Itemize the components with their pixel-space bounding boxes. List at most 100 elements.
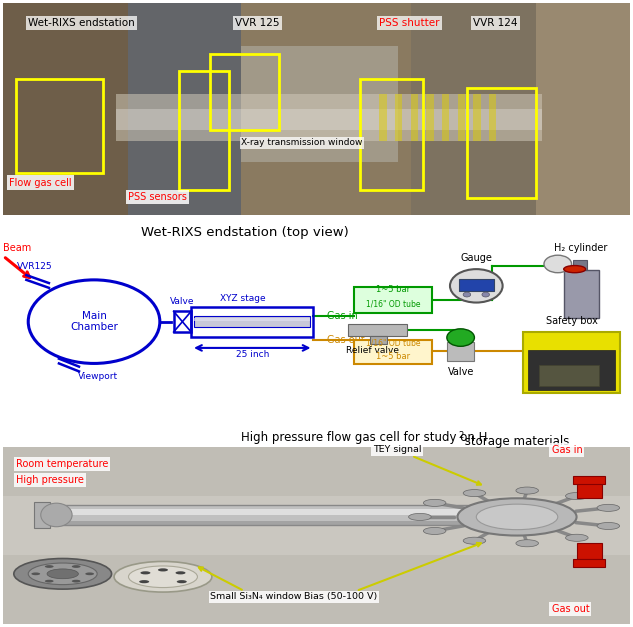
Text: Bias (50-100 V): Bias (50-100 V) xyxy=(304,543,481,601)
Text: Safety box: Safety box xyxy=(546,315,598,325)
Bar xyxy=(577,483,601,498)
Text: Small Si₃N₄ window: Small Si₃N₄ window xyxy=(199,567,301,601)
Text: High pressure flow gas cell for study on H: High pressure flow gas cell for study on… xyxy=(241,431,487,443)
Text: storage materials: storage materials xyxy=(461,436,569,448)
Bar xyxy=(573,559,605,567)
Ellipse shape xyxy=(41,503,72,527)
Bar xyxy=(539,364,599,386)
Bar xyxy=(523,332,620,393)
Bar xyxy=(3,3,128,215)
Circle shape xyxy=(463,537,486,544)
Bar xyxy=(116,109,542,130)
Circle shape xyxy=(565,492,588,500)
Circle shape xyxy=(463,490,486,497)
Bar xyxy=(411,94,418,141)
Bar xyxy=(179,71,229,189)
Bar xyxy=(379,94,387,141)
Circle shape xyxy=(463,292,471,297)
Bar xyxy=(3,497,630,555)
Circle shape xyxy=(128,566,197,587)
Text: 1/16" OD tube: 1/16" OD tube xyxy=(366,300,420,309)
Text: Gas in: Gas in xyxy=(551,445,582,455)
Text: 1~5 bar: 1~5 bar xyxy=(376,285,410,294)
Bar xyxy=(370,335,387,344)
Text: X-ray transmission window: X-ray transmission window xyxy=(241,138,363,147)
Text: 25 inch: 25 inch xyxy=(235,350,269,359)
Bar xyxy=(360,80,423,189)
Bar xyxy=(354,287,432,313)
Text: Gauge: Gauge xyxy=(460,253,492,263)
Circle shape xyxy=(45,565,54,568)
Bar xyxy=(191,307,313,337)
Text: 1~5 bar: 1~5 bar xyxy=(376,352,410,361)
Text: VVR125: VVR125 xyxy=(16,261,53,271)
Text: Valve: Valve xyxy=(170,297,194,306)
Text: Flow gas cell: Flow gas cell xyxy=(9,177,72,187)
Bar xyxy=(116,94,542,141)
Circle shape xyxy=(447,329,474,346)
Bar xyxy=(529,350,615,390)
Circle shape xyxy=(139,580,149,583)
Bar xyxy=(41,505,479,525)
Bar xyxy=(426,94,434,141)
Text: PSS sensors: PSS sensors xyxy=(128,192,187,203)
Bar xyxy=(210,54,279,130)
Circle shape xyxy=(85,572,94,575)
Text: Beam: Beam xyxy=(3,243,32,253)
Ellipse shape xyxy=(564,266,586,273)
Bar xyxy=(564,270,598,318)
Circle shape xyxy=(597,504,620,512)
Circle shape xyxy=(482,292,489,297)
Text: Room temperature: Room temperature xyxy=(16,459,108,469)
Bar xyxy=(47,510,473,515)
Text: VVR 124: VVR 124 xyxy=(473,18,518,28)
Text: Wet-RIXS endstation (top view): Wet-RIXS endstation (top view) xyxy=(141,226,349,239)
Text: Main
Chamber: Main Chamber xyxy=(70,311,118,332)
Bar xyxy=(459,280,494,291)
Circle shape xyxy=(409,514,431,520)
Bar xyxy=(47,521,473,525)
Circle shape xyxy=(458,498,577,535)
Bar xyxy=(354,340,432,364)
Text: TEY signal: TEY signal xyxy=(373,445,481,485)
Bar xyxy=(395,94,403,141)
Bar xyxy=(194,317,310,320)
Bar xyxy=(489,94,496,141)
Circle shape xyxy=(423,499,446,507)
Text: Gas out: Gas out xyxy=(327,335,365,345)
Circle shape xyxy=(516,487,539,494)
Text: High pressure: High pressure xyxy=(16,475,84,485)
Bar xyxy=(536,3,630,215)
Circle shape xyxy=(516,540,539,547)
Bar xyxy=(173,311,191,332)
Bar xyxy=(241,46,398,162)
Bar xyxy=(573,260,587,270)
Circle shape xyxy=(423,527,446,534)
Circle shape xyxy=(141,571,151,574)
Circle shape xyxy=(597,522,620,530)
Bar xyxy=(577,544,601,559)
Bar xyxy=(194,317,310,327)
Text: Gas in: Gas in xyxy=(327,311,358,320)
Bar xyxy=(128,3,241,215)
Text: XYZ stage: XYZ stage xyxy=(220,293,265,303)
Text: 1/16" OD tube: 1/16" OD tube xyxy=(366,338,420,347)
Circle shape xyxy=(177,580,187,583)
Circle shape xyxy=(114,561,212,592)
Bar xyxy=(473,94,480,141)
Circle shape xyxy=(175,571,185,574)
Text: PSS shutter: PSS shutter xyxy=(379,18,440,28)
Bar xyxy=(348,324,408,335)
Circle shape xyxy=(32,572,40,575)
Circle shape xyxy=(476,504,558,530)
Text: H₂ cylinder: H₂ cylinder xyxy=(555,243,608,253)
Circle shape xyxy=(72,565,80,568)
Text: Valve: Valve xyxy=(448,367,474,377)
Bar xyxy=(34,502,50,528)
Text: VVR 125: VVR 125 xyxy=(235,18,280,28)
Bar xyxy=(16,80,103,172)
Bar xyxy=(447,342,474,361)
Text: Viewport: Viewport xyxy=(78,372,118,381)
Circle shape xyxy=(14,559,111,589)
Circle shape xyxy=(450,269,503,303)
